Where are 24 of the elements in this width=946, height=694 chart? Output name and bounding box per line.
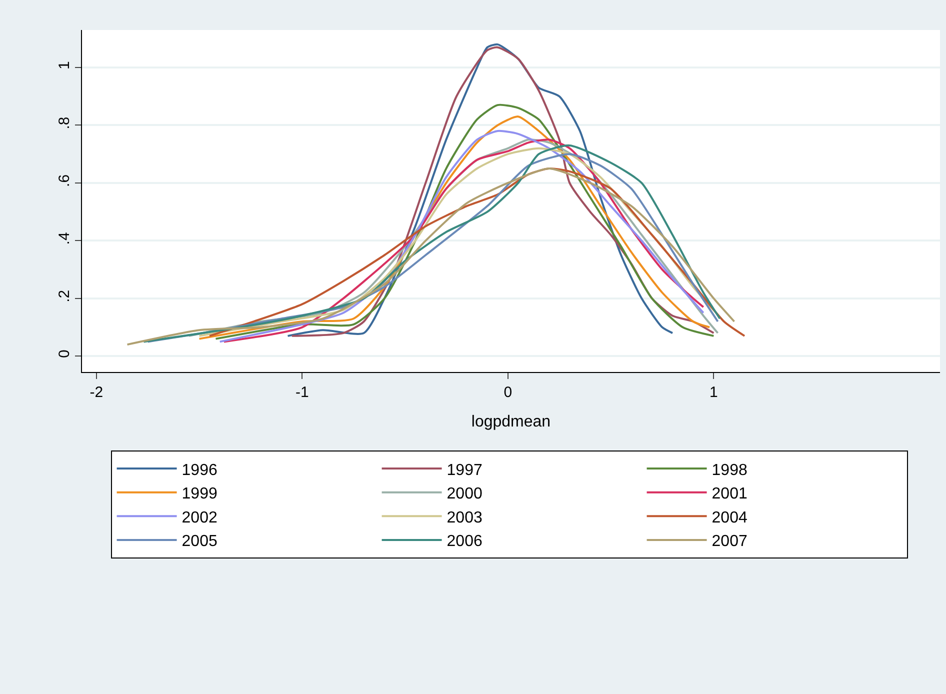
x-tick-label: 1 (710, 384, 718, 401)
legend-label: 1998 (712, 462, 748, 479)
x-tick-label: 0 (504, 384, 512, 401)
y-tick-label: 1 (56, 61, 73, 70)
y-tick-label: .6 (56, 174, 73, 187)
legend-label: 2003 (446, 509, 482, 526)
legend-label: 2001 (712, 486, 748, 503)
x-tick-label: -1 (295, 384, 309, 401)
y-tick-label: .8 (56, 116, 73, 130)
legend-label: 2002 (182, 509, 218, 526)
legend-label: 1999 (182, 486, 218, 503)
x-axis-title: logpdmean (471, 414, 551, 431)
y-tick-label: 0 (56, 350, 73, 358)
x-tick-label: -2 (90, 384, 104, 401)
line-series (208, 168, 746, 337)
legend-label: 1997 (446, 462, 482, 479)
legend-label: 2004 (712, 509, 748, 526)
legend-label: 2005 (182, 533, 218, 550)
legend-label: 1996 (182, 462, 218, 479)
legend-label: 2000 (446, 486, 482, 503)
legend-label: 2006 (446, 533, 482, 550)
y-tick-label: .2 (56, 290, 73, 302)
y-tick-label: .4 (56, 232, 73, 245)
legend-label: 2007 (712, 533, 748, 550)
